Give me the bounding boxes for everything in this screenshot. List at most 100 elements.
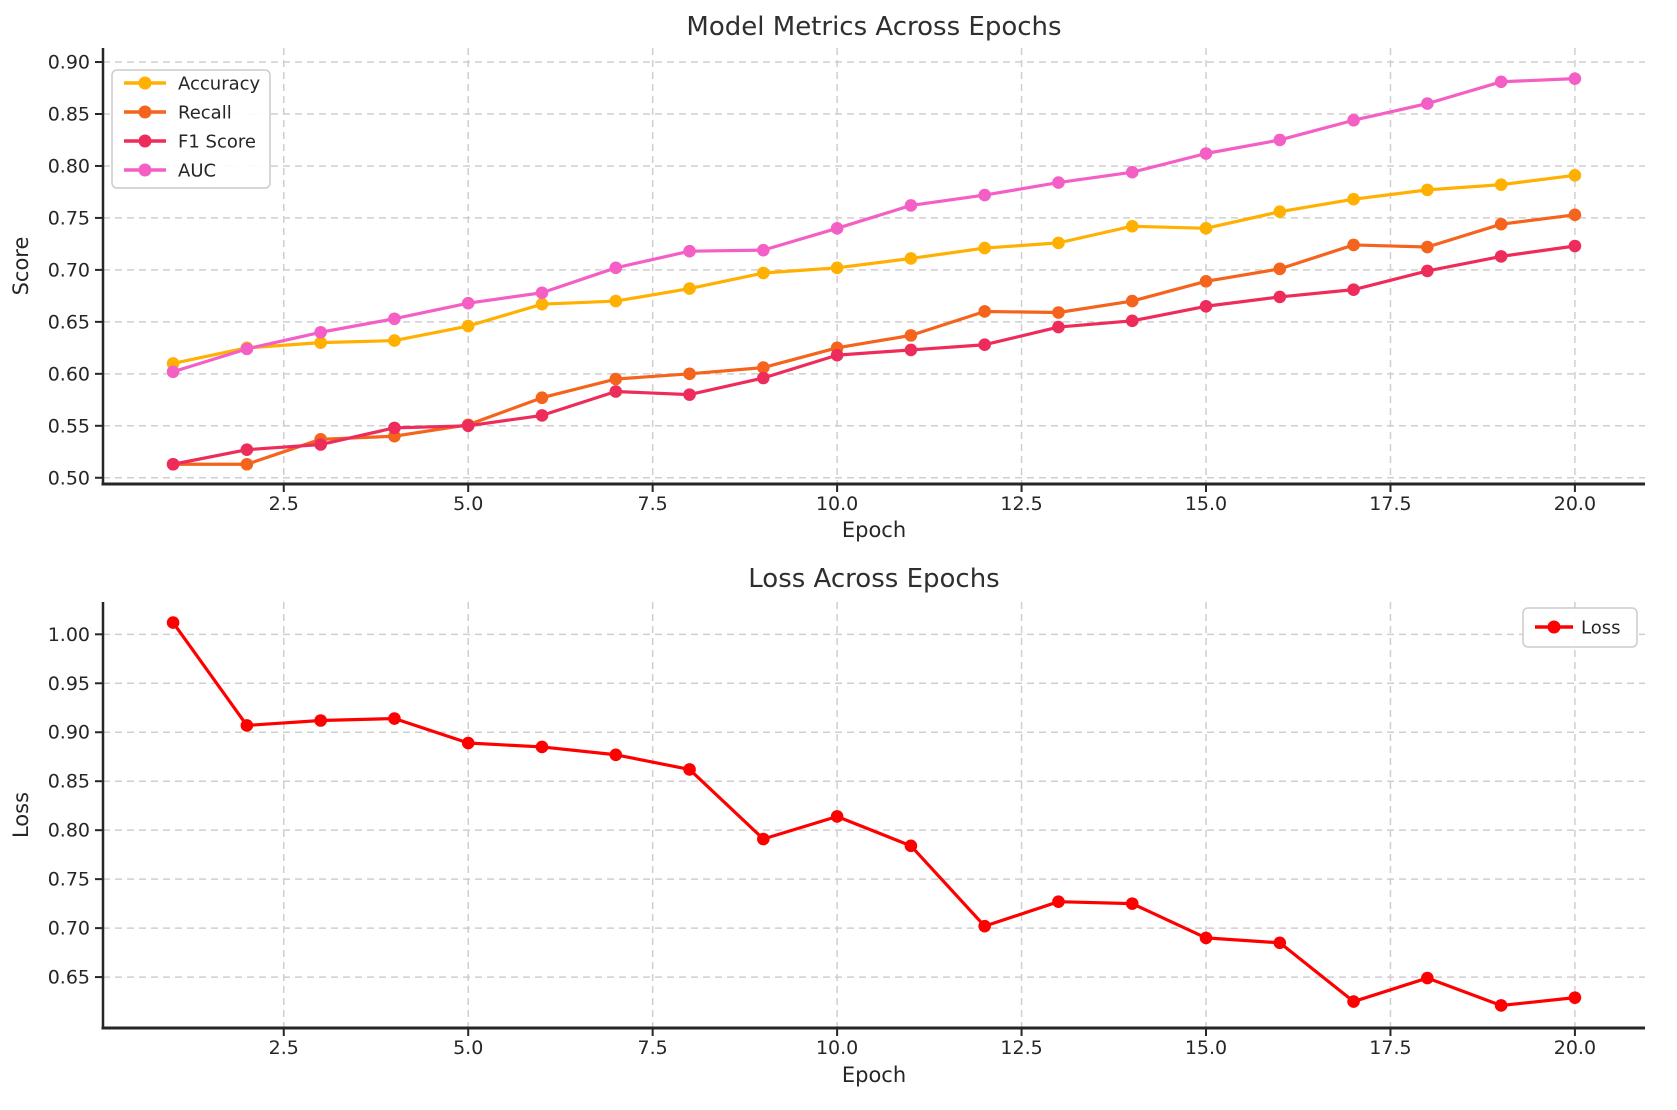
y-tick-label: 1.00 [48,624,90,646]
x-tick-label: 20.0 [1554,493,1596,515]
data-point-f1-score [461,419,475,433]
data-point-loss [904,839,918,853]
data-point-accuracy [1347,192,1360,206]
y-tick-label: 0.70 [48,918,90,940]
y-tick-label: 0.90 [48,52,90,74]
data-point-recall [1568,208,1582,222]
y-tick-label: 0.75 [48,207,90,229]
data-point-f1-score [830,348,844,362]
data-point-accuracy [1421,183,1434,197]
data-point-recall [1052,306,1065,319]
loss-x-axis-label: Epoch [841,1063,907,1087]
data-point-accuracy [1052,236,1065,250]
data-point-accuracy [683,282,696,295]
data-point-f1-score [535,409,549,422]
data-point-recall [978,305,991,318]
x-tick-label: 7.5 [638,493,668,515]
loss-chart-title: Loss Across Epochs [748,564,1000,594]
x-tick-label: 17.5 [1369,493,1411,515]
data-point-f1-score [1494,250,1508,263]
x-tick-label: 2.5 [269,1037,299,1059]
data-point-auc [388,312,401,326]
x-tick-label: 2.5 [269,493,299,515]
data-point-loss [1568,991,1582,1004]
data-point-accuracy [609,294,623,308]
data-point-recall [1494,217,1508,231]
data-point-recall [1273,262,1287,276]
data-point-accuracy [1494,178,1508,191]
legend-label: AUC [178,161,216,182]
legend-marker [138,163,152,177]
data-point-f1-score [1199,299,1213,313]
legend-marker [138,105,152,119]
data-point-recall [1421,240,1434,254]
data-point-auc [1347,113,1360,127]
legend-label: Accuracy [178,74,261,95]
data-point-f1-score [1347,283,1360,296]
data-point-f1-score [978,338,991,352]
x-tick-label: 7.5 [638,1037,668,1059]
data-point-auc [535,286,549,300]
data-point-recall [1125,294,1139,308]
data-point-auc [461,296,475,310]
data-point-accuracy [1568,169,1582,182]
data-point-recall [904,329,918,342]
data-point-auc [1125,165,1139,179]
y-tick-label: 0.95 [48,673,90,695]
data-point-f1-score [388,421,401,435]
data-point-recall [1347,238,1360,252]
data-point-loss [1199,931,1213,945]
series-line-accuracy [171,173,1577,366]
data-point-f1-score [1125,314,1139,328]
data-point-recall [535,391,549,405]
data-point-auc [978,188,991,202]
data-point-auc [1273,133,1287,147]
data-point-accuracy [535,297,549,311]
x-tick-label: 10.0 [816,493,858,515]
data-point-recall [1199,275,1213,288]
data-point-accuracy [904,252,918,265]
loss-y-axis-label: Loss [9,791,33,839]
x-tick-label: 10.0 [816,1037,858,1059]
x-tick-label: 20.0 [1554,1037,1596,1059]
y-tick-label: 0.75 [48,869,90,891]
data-point-accuracy [1125,219,1139,233]
data-point-loss [1421,971,1434,985]
x-tick-label: 5.0 [453,493,483,515]
legend-marker [138,134,152,148]
data-point-auc [1052,176,1065,189]
data-point-accuracy [757,266,770,280]
data-point-accuracy [314,336,327,349]
data-point-loss [978,919,991,933]
data-point-loss [461,736,475,750]
data-point-recall [240,457,254,471]
data-point-loss [609,748,623,762]
data-point-recall [683,367,696,381]
y-tick-label: 0.55 [48,415,90,437]
metrics-y-axis-label: Score [9,236,33,296]
data-point-f1-score [683,388,696,401]
legend-box [1522,607,1638,648]
data-point-accuracy [1199,222,1213,235]
data-point-auc [830,222,844,235]
x-tick-label: 12.5 [1000,1037,1042,1059]
data-point-loss [757,832,770,846]
y-tick-label: 0.60 [48,363,90,385]
legend-label: F1 Score [178,132,256,153]
x-tick-label: 17.5 [1369,1037,1411,1059]
y-tick-label: 0.90 [48,722,90,744]
data-point-accuracy [1273,205,1287,218]
y-tick-label: 0.65 [48,311,90,333]
series-line-auc [171,77,1577,374]
data-point-loss [1273,936,1287,950]
legend-box [111,69,271,189]
y-tick-label: 0.80 [48,155,90,177]
series-line-f1-score [171,244,1577,466]
y-tick-label: 0.50 [48,467,90,489]
data-point-accuracy [461,319,475,333]
x-tick-label: 5.0 [453,1037,483,1059]
data-point-f1-score [757,371,770,385]
legend-marker [138,76,152,90]
data-point-f1-score [609,385,623,398]
